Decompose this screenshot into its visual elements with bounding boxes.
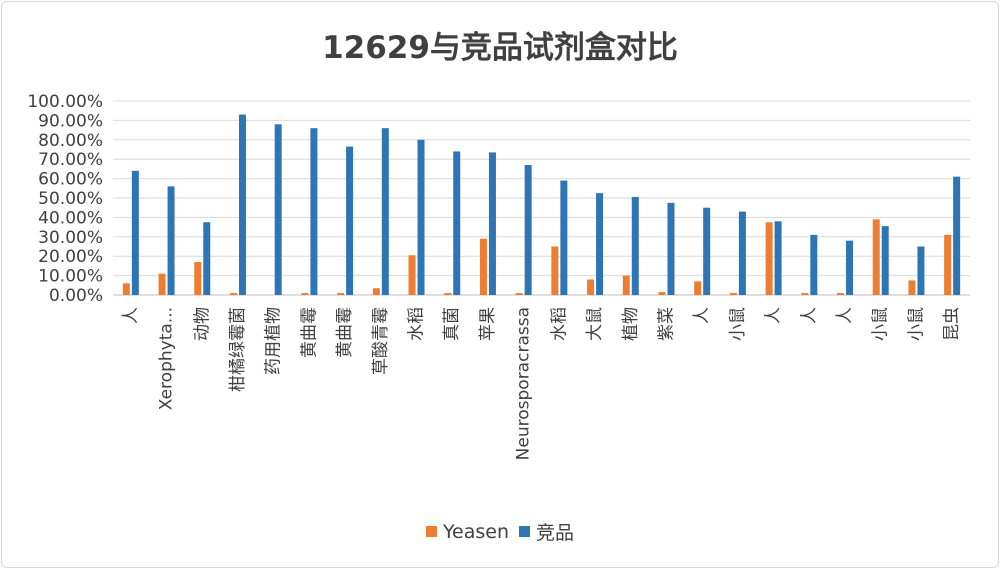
x-tick-label: 人: [692, 307, 712, 324]
x-tick-label: 大鼠: [585, 307, 605, 341]
bar-competitor: [846, 240, 854, 295]
bar-competitor: [238, 114, 246, 295]
bar-competitor: [703, 207, 711, 295]
bar-competitor: [917, 246, 925, 295]
legend-item-competitor: 竞品: [519, 518, 574, 545]
x-tick-label: 草酸青霉: [371, 307, 391, 375]
bar-competitor: [167, 186, 175, 295]
y-tick-label: 100.00%: [27, 92, 103, 112]
bar-yeasen: [908, 280, 916, 295]
bar-yeasen: [194, 262, 202, 295]
bar-yeasen: [408, 255, 416, 295]
x-tick-label: 水稻: [549, 307, 569, 341]
y-tick-label: 70.00%: [38, 150, 103, 170]
legend-label: 竞品: [536, 522, 575, 544]
y-tick-label: 90.00%: [38, 111, 103, 131]
y-tick-label: 30.00%: [38, 228, 103, 248]
bar-competitor: [453, 151, 461, 295]
bar-yeasen: [515, 293, 523, 295]
bar-yeasen: [337, 293, 345, 295]
x-tick-label: 小鼠: [871, 307, 891, 341]
x-tick-label: 黄曲霉: [299, 307, 319, 358]
x-tick-label: 黄曲霉: [335, 307, 355, 358]
bar-competitor: [417, 139, 425, 295]
bar-yeasen: [551, 246, 559, 295]
x-tick-label: 真菌: [442, 307, 462, 341]
y-tick-label: 10.00%: [38, 267, 103, 287]
x-tick-label: 柑橘绿霉菌: [228, 307, 248, 392]
bar-competitor: [810, 234, 818, 295]
bar-competitor: [346, 146, 354, 295]
bar-yeasen: [944, 234, 952, 295]
bars: [122, 114, 961, 295]
bar-yeasen: [872, 219, 880, 295]
x-tick-label: 小鼠: [906, 307, 926, 341]
bar-competitor: [131, 170, 139, 295]
x-tick-label: 水稻: [407, 307, 427, 341]
legend-swatch: [519, 526, 531, 537]
bar-yeasen: [765, 222, 773, 295]
y-tick-label: 50.00%: [38, 189, 103, 209]
x-tick-label: 人: [835, 307, 855, 324]
legend-item-yeasen: Yeasen: [425, 520, 510, 543]
bar-yeasen: [229, 293, 237, 295]
bar-competitor: [381, 128, 389, 295]
bar-yeasen: [122, 283, 130, 295]
bar-yeasen: [658, 292, 666, 295]
bar-competitor: [274, 124, 282, 295]
bar-competitor: [203, 222, 211, 295]
gridlines: [113, 100, 970, 296]
x-tick-label: 苹果: [478, 307, 498, 341]
bar-yeasen: [587, 279, 595, 295]
x-tick-label: 人: [799, 307, 819, 324]
x-tick-label: 小鼠: [728, 307, 748, 341]
bar-competitor: [310, 128, 318, 295]
y-tick-label: 40.00%: [38, 208, 103, 228]
bar-yeasen: [729, 293, 737, 295]
x-tick-label: 昆虫: [942, 307, 962, 341]
x-tick-label: 植物: [621, 307, 641, 341]
y-tick-label: 80.00%: [38, 131, 103, 151]
bar-competitor: [953, 176, 961, 295]
bar-yeasen: [801, 293, 809, 295]
x-tick-label: 动物: [192, 307, 212, 341]
bar-competitor: [774, 221, 782, 295]
bar-competitor: [881, 226, 889, 295]
bar-competitor: [596, 193, 604, 295]
x-axis-labels: 人 Xerophyta... 动物 柑橘绿霉菌 药用植物 黄曲霉 黄曲霉 草酸青霉 水稻 真菌 苹果…: [121, 307, 962, 460]
bar-yeasen: [622, 275, 630, 295]
bar-yeasen: [301, 293, 309, 295]
bar-competitor: [667, 202, 675, 295]
bar-yeasen: [837, 293, 845, 295]
bar-competitor: [560, 180, 568, 295]
bar-yeasen: [444, 293, 452, 295]
x-tick-label: 人: [121, 307, 141, 324]
x-tick-label: Xerophyta...: [157, 307, 177, 410]
legend-label: Yeasen: [442, 520, 510, 543]
y-tick-label: 20.00%: [38, 247, 103, 267]
chart-title: 12629与竞品试剂盒对比: [322, 30, 678, 66]
x-tick-label: 药用植物: [264, 307, 284, 375]
bar-yeasen: [158, 273, 166, 295]
bar-yeasen: [372, 288, 380, 295]
y-tick-label: 0.00%: [49, 286, 103, 306]
bar-yeasen: [694, 281, 702, 295]
bar-yeasen: [479, 238, 487, 295]
legend-swatch: [425, 526, 437, 537]
bar-competitor: [524, 165, 532, 295]
x-tick-label: 人: [764, 307, 784, 324]
bar-competitor: [631, 197, 639, 295]
y-axis-ticks: 0.00%10.00%20.00%30.00%40.00%50.00%60.00…: [27, 92, 103, 306]
bar-competitor: [488, 152, 496, 295]
x-tick-label: Neurosporacrassa: [514, 307, 534, 460]
y-tick-label: 60.00%: [38, 170, 103, 190]
legend: Yeasen 竞品: [0, 518, 1000, 545]
x-tick-label: 紫菜: [656, 307, 676, 341]
bar-competitor: [738, 211, 746, 295]
